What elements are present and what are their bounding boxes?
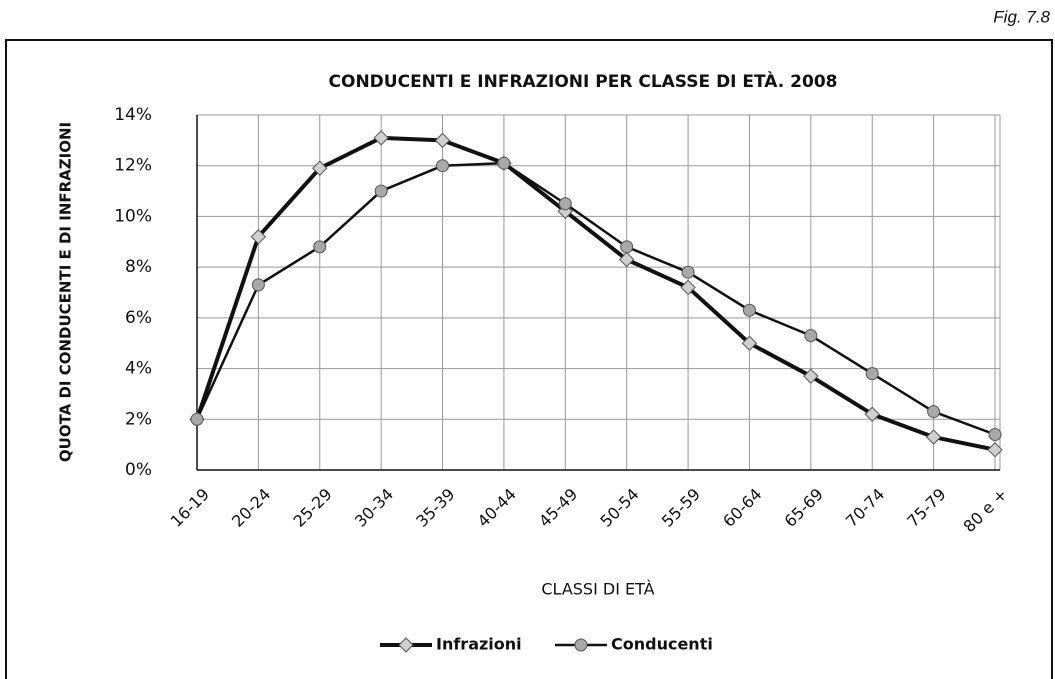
y-tick-label: 2% [125,409,152,429]
marker [374,184,388,198]
figure-label: Fig. 7.8 [993,7,1050,26]
y-tick-label: 12% [114,156,152,176]
series-line [195,161,996,436]
x-tick-label: 55-59 [658,485,704,531]
x-tick-label: 35-39 [412,485,458,531]
marker [742,303,756,317]
y-tick-label: 8% [125,257,152,277]
marker [680,279,696,296]
marker [681,265,695,279]
x-tick-label: 70-74 [842,485,888,531]
marker [618,251,635,268]
x-tick-label: 60-64 [719,485,765,531]
frame [5,39,1053,679]
legend-label: Infrazioni [436,635,522,654]
y-tick-label: 0% [125,460,152,480]
series-line [195,135,996,452]
x-tick-label: 75-79 [903,485,949,531]
marker [434,132,451,149]
marker [988,428,1002,441]
marker [558,197,572,211]
marker [987,442,1003,458]
y-tick-label: 14% [114,105,152,125]
marker [803,368,819,384]
marker [497,156,511,170]
chart-title: CONDUCENTI E INFRAZIONI PER CLASSE DI ET… [329,70,838,92]
y-tick-label: 6% [125,308,152,328]
marker [436,159,450,173]
marker [190,412,204,426]
x-tick-label: 80 e + [960,485,1011,536]
marker [865,367,879,381]
marker [313,240,327,254]
x-tick-label: 45-49 [535,485,581,531]
y-axis-title: QUOTA DI CONDUCENTI E DI INFRAZIONI [57,122,75,462]
marker [574,638,588,652]
x-tick-label: 40-44 [474,485,520,531]
marker [925,429,942,445]
legend-label: Conducenti [611,635,713,654]
marker [620,240,634,254]
x-tick-label: 25-29 [289,485,335,531]
marker [398,637,414,653]
marker [373,130,389,146]
y-tick-label: 4% [125,359,152,379]
marker [250,229,267,245]
marker [741,335,758,351]
marker [312,160,328,176]
x-axis-title: CLASSI DI ETÀ [541,580,654,599]
y-tick-label: 10% [114,206,152,226]
x-tick-label: 20-24 [228,485,274,531]
x-tick-label: 16-19 [167,485,213,531]
marker [927,405,941,419]
x-tick-label: 65-69 [781,485,827,531]
marker [804,329,818,343]
marker [251,278,265,292]
x-tick-label: 50-54 [596,485,642,531]
x-tick-label: 30-34 [351,485,397,531]
marker [864,406,880,422]
